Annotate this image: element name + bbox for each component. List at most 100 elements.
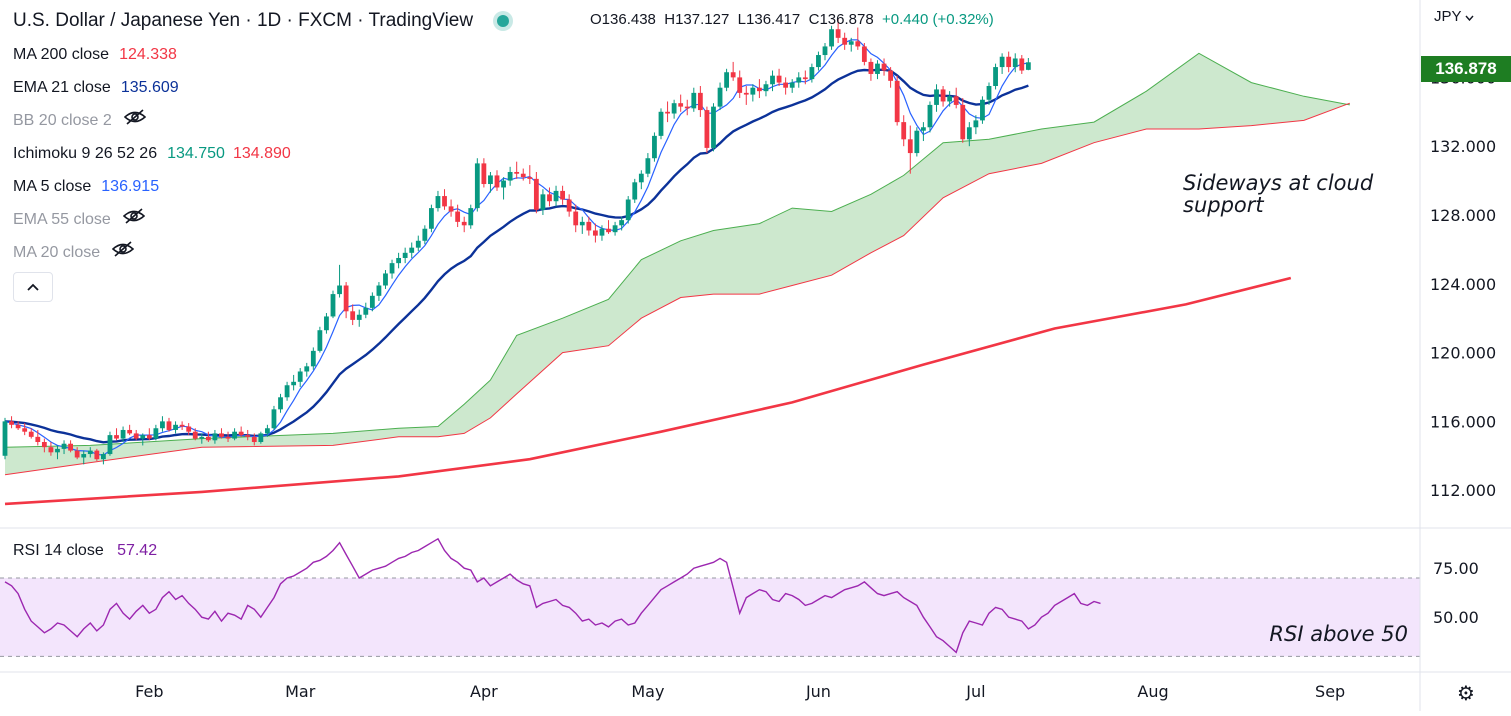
candle bbox=[599, 225, 605, 241]
candle-body bbox=[547, 194, 552, 202]
chevron-down-icon bbox=[1465, 15, 1474, 22]
candle-body bbox=[632, 182, 638, 200]
candle bbox=[868, 58, 874, 81]
candle bbox=[245, 429, 251, 441]
candle bbox=[533, 171, 539, 214]
candle-body bbox=[894, 80, 900, 123]
candle bbox=[501, 177, 506, 200]
candle bbox=[278, 393, 283, 413]
candle bbox=[68, 440, 73, 453]
candle-body bbox=[507, 171, 513, 181]
candle-body bbox=[140, 435, 146, 439]
candle-body bbox=[704, 110, 710, 148]
candle-body bbox=[520, 173, 526, 178]
senkou-span-a bbox=[4, 52, 1350, 448]
candle-body bbox=[514, 171, 520, 174]
candle-body bbox=[278, 397, 283, 410]
candle-body bbox=[861, 46, 867, 62]
candle bbox=[809, 63, 815, 83]
symbol-title[interactable]: U.S. Dollar / Japanese Yen · 1D · FXCM ·… bbox=[13, 10, 474, 31]
candle-body bbox=[750, 87, 756, 95]
candle-body bbox=[356, 314, 362, 320]
candle-body bbox=[48, 447, 54, 453]
candle-body bbox=[179, 424, 185, 427]
candle bbox=[684, 99, 690, 116]
candle-body bbox=[74, 450, 80, 458]
eye-crossed-icon[interactable] bbox=[122, 203, 146, 236]
candle-body bbox=[835, 29, 841, 38]
eye-crossed-icon[interactable] bbox=[111, 236, 135, 269]
candle bbox=[265, 424, 270, 437]
candle bbox=[356, 309, 362, 327]
rsi-band bbox=[0, 577, 1420, 657]
candle bbox=[48, 442, 54, 456]
candle bbox=[9, 416, 14, 429]
candle bbox=[101, 452, 106, 465]
candle-body bbox=[560, 190, 565, 200]
candle bbox=[114, 428, 119, 441]
candle-body bbox=[1006, 56, 1012, 68]
candle-body bbox=[953, 96, 959, 105]
candle bbox=[324, 313, 329, 334]
candle-body bbox=[966, 127, 972, 140]
candle bbox=[1012, 53, 1018, 73]
time-tick-label: Sep bbox=[1315, 682, 1345, 701]
eye-crossed-icon[interactable] bbox=[123, 104, 146, 137]
price-tick-label: 116.000 bbox=[1430, 412, 1496, 431]
candle-body bbox=[1025, 62, 1031, 70]
indicator-legend: MA 200 close 124.338 EMA 21 close 135.60… bbox=[13, 38, 291, 269]
candle bbox=[770, 70, 775, 92]
legend-bb20[interactable]: BB 20 close 2 bbox=[13, 104, 291, 137]
collapse-legend-button[interactable] bbox=[13, 272, 53, 302]
gear-icon[interactable]: ⚙ bbox=[1457, 683, 1475, 705]
ohlc-readout: O136.438 H137.127 L136.417 C136.878 +0.4… bbox=[590, 11, 994, 28]
candle bbox=[238, 426, 244, 437]
candle bbox=[875, 60, 880, 80]
candle bbox=[691, 87, 697, 112]
candle-body bbox=[369, 295, 375, 308]
legend-ema21[interactable]: EMA 21 close 135.609 bbox=[13, 79, 179, 96]
time-tick-label: Mar bbox=[285, 682, 316, 701]
candle-body bbox=[337, 285, 342, 295]
candle-body bbox=[888, 70, 893, 81]
candle-body bbox=[573, 211, 579, 226]
candle-body bbox=[816, 55, 821, 68]
candle bbox=[999, 53, 1005, 74]
candle-body bbox=[737, 77, 743, 93]
candle bbox=[704, 106, 710, 154]
candle-body bbox=[225, 436, 231, 439]
candle bbox=[730, 61, 736, 81]
legend-ma20[interactable]: MA 20 close bbox=[13, 236, 291, 269]
candle bbox=[520, 168, 526, 181]
candle bbox=[127, 424, 133, 436]
candle bbox=[697, 85, 703, 117]
candle bbox=[966, 122, 972, 147]
legend-ma200[interactable]: MA 200 close 124.338 bbox=[13, 46, 177, 63]
candle bbox=[166, 417, 172, 432]
candle bbox=[133, 429, 139, 441]
rsi-legend[interactable]: RSI 14 close 57.42 bbox=[13, 542, 158, 559]
candle-body bbox=[1019, 58, 1025, 71]
candle-body bbox=[481, 163, 487, 185]
candle bbox=[743, 85, 749, 105]
currency-selector[interactable]: JPY bbox=[1434, 8, 1474, 25]
candle-body bbox=[586, 221, 592, 231]
legend-ichimoku[interactable]: Ichimoku 9 26 52 26 134.750 134.890 bbox=[13, 145, 291, 162]
candle-body bbox=[219, 433, 224, 437]
candle-body bbox=[166, 421, 172, 430]
candle bbox=[921, 122, 926, 142]
time-tick-label: May bbox=[631, 682, 664, 701]
candle-body bbox=[671, 103, 677, 114]
candle bbox=[947, 91, 953, 107]
candle bbox=[160, 416, 165, 432]
candle-body bbox=[638, 173, 644, 183]
candle-body bbox=[907, 139, 913, 154]
candle bbox=[28, 428, 34, 439]
candle bbox=[855, 27, 861, 50]
rsi-line bbox=[4, 537, 1101, 654]
legend-ema55[interactable]: EMA 55 close bbox=[13, 203, 291, 236]
candle-body bbox=[22, 428, 28, 432]
legend-ma5[interactable]: MA 5 close 136.915 bbox=[13, 178, 160, 195]
